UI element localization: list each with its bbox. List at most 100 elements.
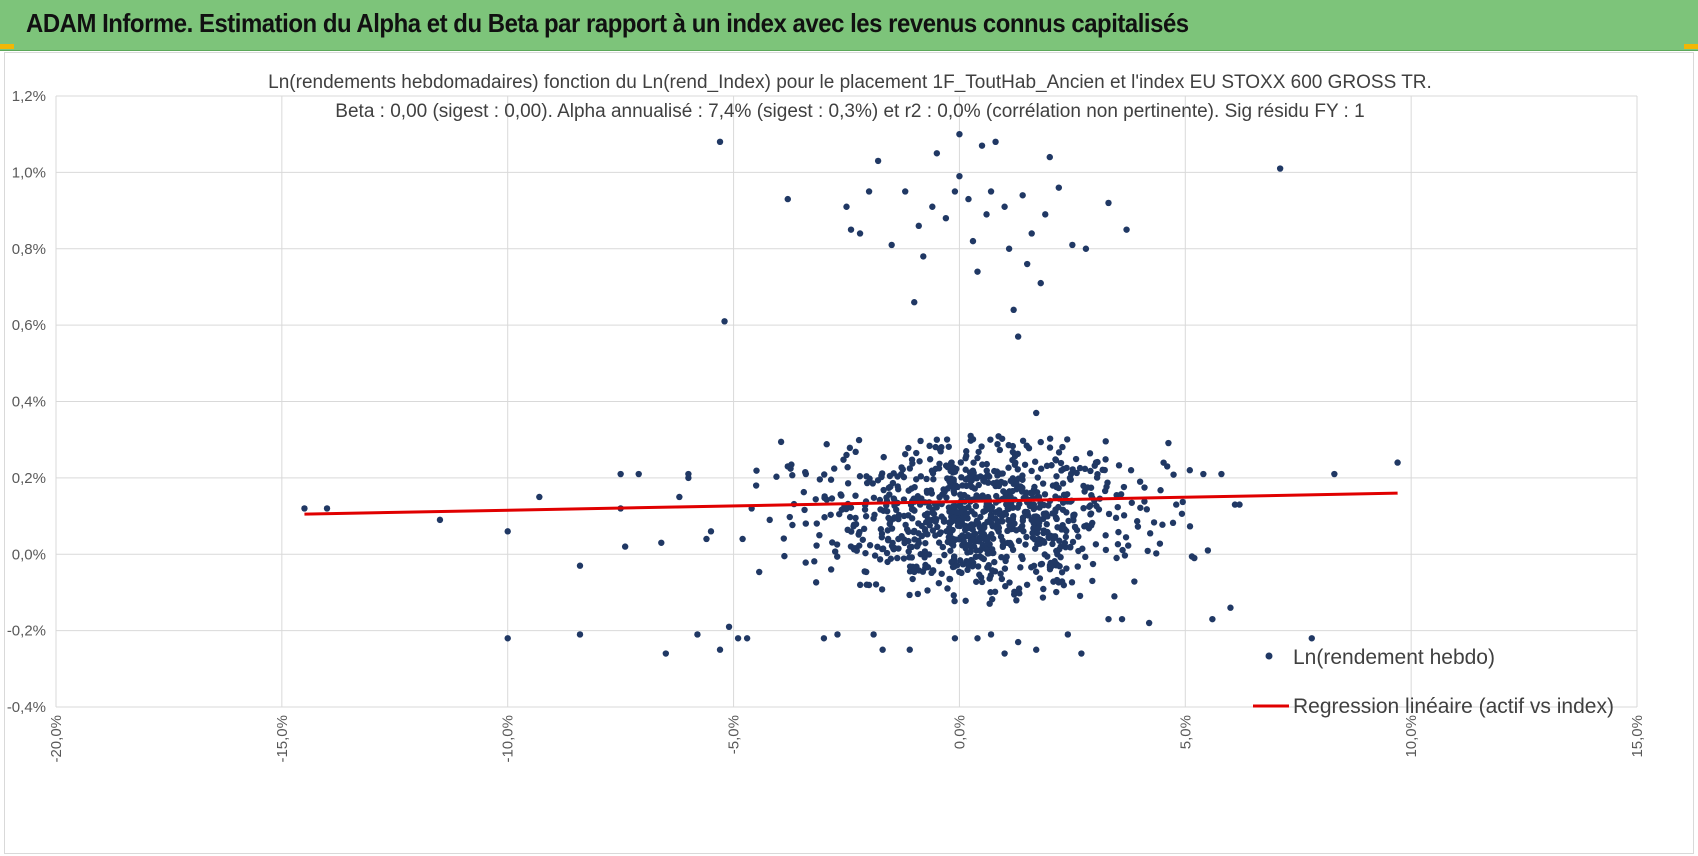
data-point bbox=[934, 523, 941, 531]
data-point bbox=[1015, 585, 1023, 592]
data-point bbox=[1102, 456, 1109, 463]
legend-label-points: Ln(rendement hebdo) bbox=[1293, 646, 1495, 669]
data-point bbox=[1014, 638, 1022, 646]
data-point bbox=[974, 454, 981, 462]
data-point bbox=[1120, 483, 1128, 491]
data-point bbox=[1009, 442, 1017, 450]
data-point bbox=[716, 138, 724, 146]
data-point bbox=[536, 493, 543, 501]
data-point bbox=[893, 506, 900, 514]
data-point bbox=[955, 517, 962, 525]
data-point bbox=[1141, 498, 1148, 505]
data-point bbox=[886, 472, 894, 480]
data-point bbox=[1031, 458, 1039, 465]
legend: Ln(rendement hebdo) Regression linéaire … bbox=[1253, 646, 1614, 718]
data-point bbox=[1063, 464, 1070, 472]
data-point bbox=[846, 444, 854, 452]
data-point bbox=[1134, 523, 1142, 530]
data-point bbox=[988, 520, 995, 527]
y-tick-label: 0,0% bbox=[12, 546, 46, 563]
data-point bbox=[821, 471, 828, 478]
data-point bbox=[973, 578, 980, 585]
data-point bbox=[935, 579, 943, 587]
data-point bbox=[985, 561, 992, 569]
data-point bbox=[1088, 491, 1095, 499]
data-point bbox=[1019, 437, 1027, 444]
data-point bbox=[913, 449, 920, 457]
data-point bbox=[915, 530, 922, 537]
data-point bbox=[1017, 564, 1024, 571]
data-point bbox=[832, 548, 839, 555]
data-point bbox=[962, 466, 969, 473]
data-point bbox=[1117, 491, 1125, 498]
header-bar: ADAM Informe. Estimation du Alpha et du … bbox=[0, 0, 1698, 51]
data-point bbox=[975, 448, 982, 456]
data-point bbox=[1082, 553, 1089, 561]
chart-title-line-2: Beta : 0,00 (sigest : 0,00). Alpha annua… bbox=[335, 101, 1364, 122]
data-point bbox=[1056, 537, 1063, 544]
data-point bbox=[1204, 547, 1212, 554]
data-point bbox=[1188, 553, 1196, 560]
data-point bbox=[866, 542, 874, 549]
data-point bbox=[1153, 550, 1160, 557]
data-point bbox=[895, 486, 902, 493]
data-point bbox=[821, 494, 828, 502]
data-point bbox=[716, 646, 724, 653]
data-point bbox=[1034, 474, 1041, 481]
data-point bbox=[1209, 615, 1216, 623]
data-point bbox=[1023, 581, 1031, 588]
data-point bbox=[852, 492, 859, 499]
data-point bbox=[842, 505, 850, 513]
data-point bbox=[833, 541, 841, 548]
data-point bbox=[1157, 487, 1164, 494]
data-point bbox=[979, 541, 987, 549]
data-point bbox=[906, 591, 913, 599]
data-point bbox=[965, 195, 972, 203]
data-point bbox=[900, 555, 908, 562]
data-point bbox=[1001, 650, 1008, 657]
data-point bbox=[1080, 504, 1087, 512]
data-point bbox=[860, 525, 868, 533]
data-point bbox=[852, 520, 860, 528]
data-point bbox=[1019, 192, 1026, 199]
data-point bbox=[1022, 541, 1029, 548]
data-point bbox=[662, 650, 670, 657]
data-point bbox=[863, 581, 870, 588]
data-point bbox=[1045, 502, 1052, 509]
data-point bbox=[965, 561, 972, 569]
data-point bbox=[856, 473, 864, 480]
data-point bbox=[924, 587, 931, 594]
data-point bbox=[890, 495, 897, 502]
data-point bbox=[964, 532, 972, 539]
x-tick-label: 10,0% bbox=[1403, 715, 1420, 758]
data-point bbox=[840, 456, 847, 463]
data-point bbox=[930, 476, 937, 483]
data-point bbox=[834, 631, 841, 638]
data-point bbox=[1059, 443, 1066, 451]
data-point bbox=[915, 567, 923, 574]
data-point bbox=[911, 483, 918, 491]
x-tick-label: -5,0% bbox=[726, 715, 743, 754]
data-point bbox=[887, 483, 894, 490]
data-point bbox=[917, 473, 925, 480]
data-point bbox=[942, 215, 950, 222]
data-point bbox=[1047, 559, 1054, 567]
data-point bbox=[1179, 498, 1186, 506]
data-point bbox=[1067, 543, 1074, 551]
data-point bbox=[1046, 444, 1054, 451]
data-point bbox=[991, 588, 999, 595]
data-point bbox=[1102, 546, 1110, 554]
data-point bbox=[944, 463, 951, 471]
data-point bbox=[973, 475, 980, 482]
data-point bbox=[1186, 467, 1194, 474]
data-point bbox=[941, 551, 948, 559]
data-point bbox=[1040, 585, 1047, 593]
data-point bbox=[1086, 450, 1094, 457]
data-point bbox=[997, 478, 1005, 486]
data-point bbox=[994, 440, 1001, 448]
data-point bbox=[1019, 472, 1026, 479]
data-point bbox=[963, 541, 971, 549]
data-point bbox=[1058, 569, 1066, 576]
data-point bbox=[1018, 553, 1025, 560]
data-point bbox=[1001, 489, 1009, 497]
